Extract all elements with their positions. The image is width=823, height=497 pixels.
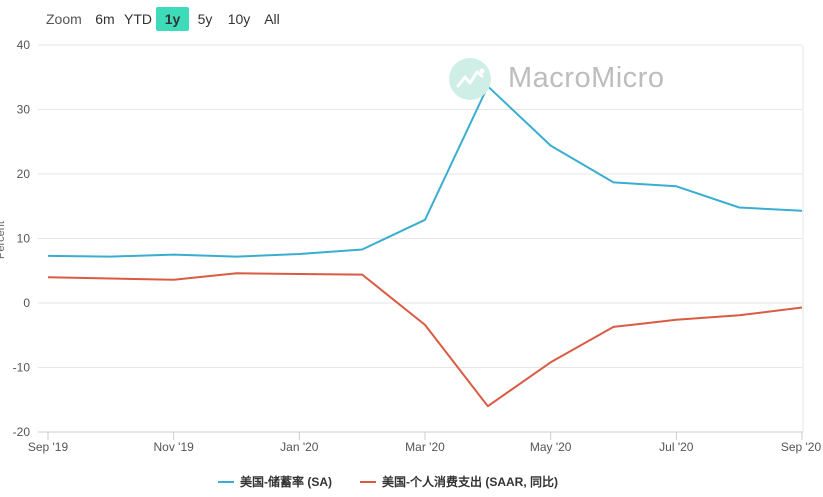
x-tick-label: Sep '20 [781,440,822,454]
watermark-text: MacroMicro [508,62,665,94]
y-tick-label: 10 [17,232,31,246]
y-tick-label: 0 [23,296,30,310]
legend-label-savings-rate: 美国-储蓄率 (SA) [240,475,332,489]
x-tick-label: Jul '20 [659,440,694,454]
zoom-all-button[interactable]: All [264,11,280,27]
zoom-toolbar: Zoom 6m YTD 1y 5y 10y All [0,0,823,36]
zoom-6m-button[interactable]: 6m [95,11,115,27]
zoom-ytd-button[interactable]: YTD [124,11,152,27]
zoom-10y-button[interactable]: 10y [227,11,251,27]
zoom-label: Zoom [46,11,82,27]
y-tick-label: -10 [13,361,31,375]
zoom-5y-button[interactable]: 5y [197,11,213,27]
legend-swatch-savings-rate [218,481,234,483]
zoom-1y-button[interactable]: 1y [156,7,189,31]
x-tick-label: Mar '20 [405,440,445,454]
y-tick-label: 20 [17,167,31,181]
legend-swatch-pce [360,481,376,483]
y-axis-title: Percent [0,221,7,259]
y-tick-label: -20 [13,425,31,439]
x-tick-label: Jan '20 [280,440,319,454]
y-tick-label: 40 [17,38,31,52]
series-line-pce [47,272,803,408]
legend-label-pce: 美国-个人消费支出 (SAAR, 同比) [382,475,558,489]
macromicro-logo-icon [448,57,492,106]
x-tick-label: May '20 [530,440,572,454]
line-chart: 40 30 20 10 0 -10 -20 Percent Sep '19 Nov '19 Jan … [0,38,822,454]
chart-legend: 美国-储蓄率 (SA) 美国-个人消费支出 (SAAR, 同比) [0,473,823,491]
x-tick-label: Nov '19 [154,440,195,454]
y-tick-label: 30 [17,103,31,117]
x-tick-label: Sep '19 [28,440,69,454]
series-line-savings-rate [47,85,803,258]
